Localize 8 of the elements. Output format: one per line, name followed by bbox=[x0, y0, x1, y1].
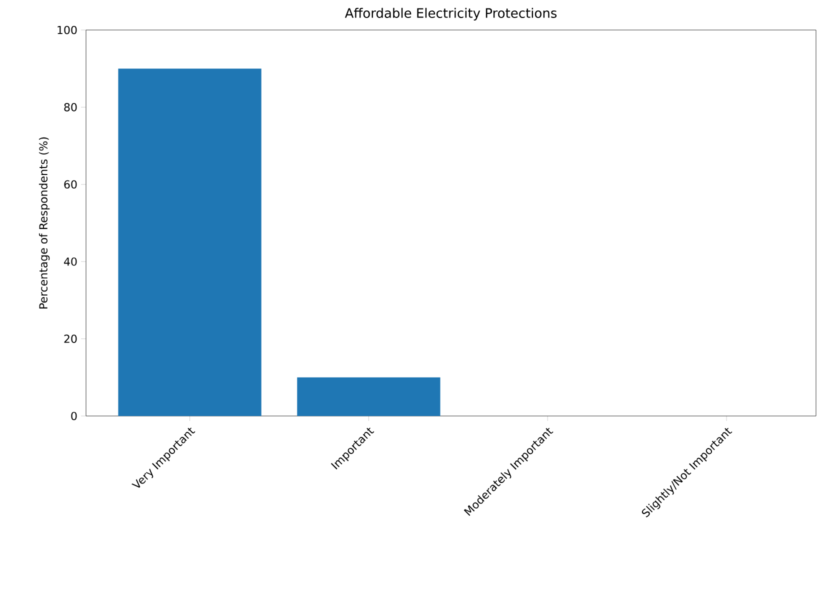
y-tick-label: 0 bbox=[71, 412, 77, 420]
chart-title: Affordable Electricity Protections bbox=[344, 8, 557, 20]
y-tick-label: 100 bbox=[58, 26, 77, 34]
y-tick-label: 40 bbox=[64, 257, 77, 266]
y-tick-label: 20 bbox=[64, 334, 77, 343]
y-tick-label: 60 bbox=[64, 180, 77, 189]
y-tick-label: 80 bbox=[64, 103, 77, 112]
y-axis-title: Percentage of Respondents (%) bbox=[38, 137, 50, 308]
